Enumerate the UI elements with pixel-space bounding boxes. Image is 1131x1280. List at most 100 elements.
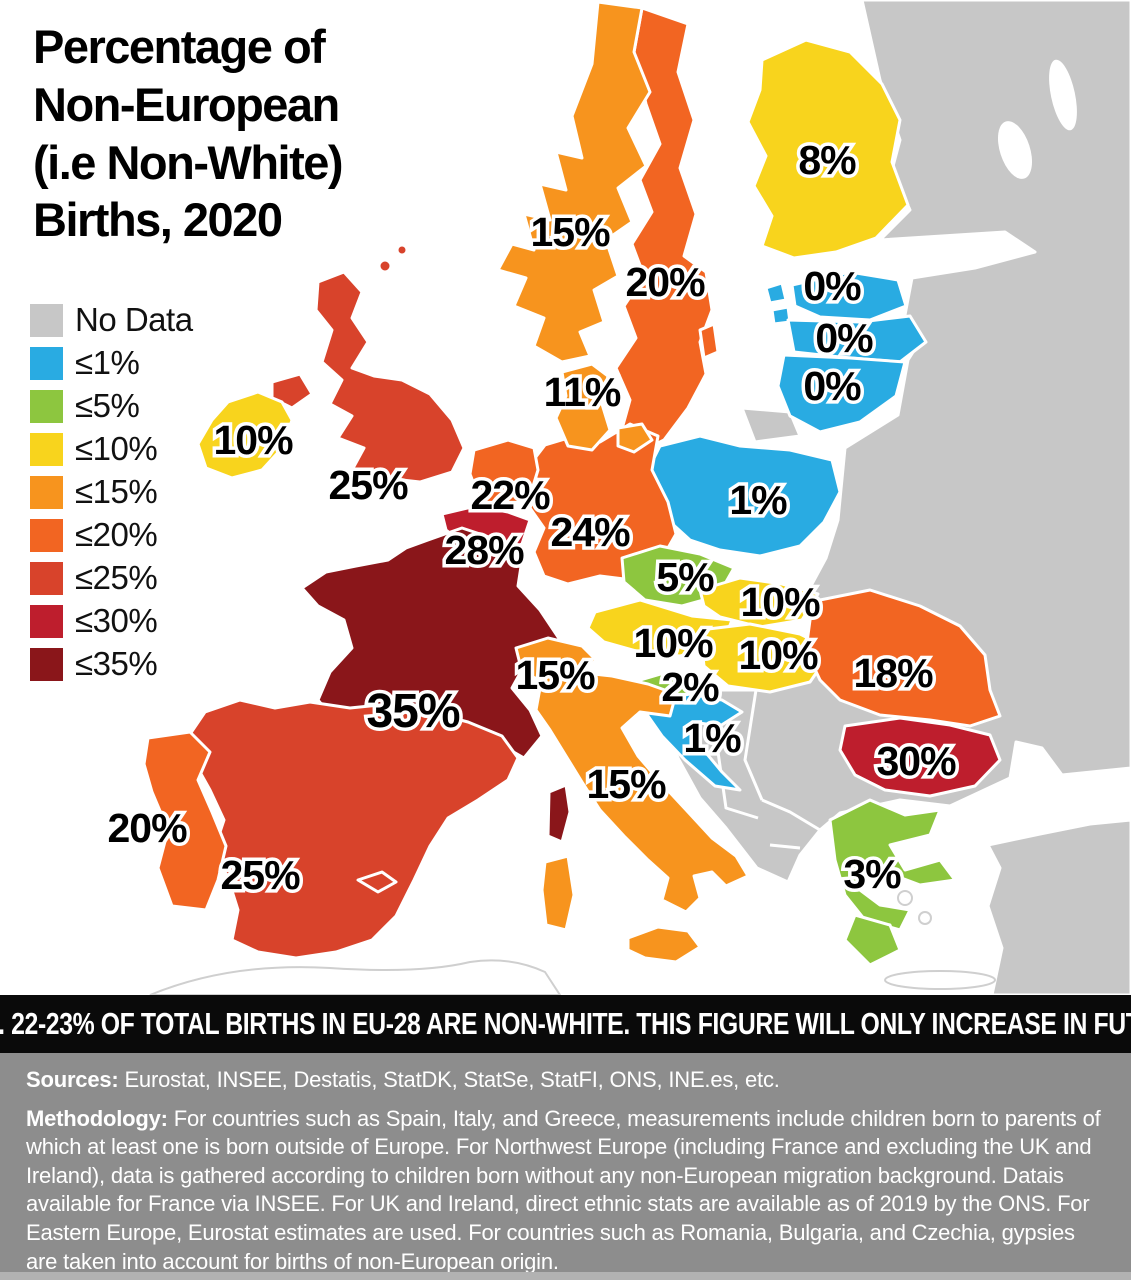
legend-row-le35: ≤35% bbox=[30, 645, 193, 682]
sources-line: Sources: Eurostat, INSEE, Destatis, Stat… bbox=[26, 1066, 1105, 1095]
lake bbox=[997, 121, 1033, 179]
legend-swatch-le1 bbox=[30, 346, 63, 380]
country-turkey bbox=[986, 818, 1131, 995]
label-france: 35% bbox=[366, 685, 459, 738]
legend-row-le30: ≤30% bbox=[30, 602, 193, 639]
island-outline bbox=[918, 911, 932, 925]
label-hungary: 10% bbox=[738, 632, 818, 678]
country-italy bbox=[534, 670, 750, 914]
page-title: Percentage of Non-European (i.e Non-Whit… bbox=[33, 18, 344, 249]
legend-swatch-le20 bbox=[30, 518, 63, 552]
country-latvia bbox=[786, 314, 928, 364]
label-denmark: 11% bbox=[544, 369, 621, 415]
label-lithuania: 0% bbox=[803, 363, 861, 409]
label-spain: 25% bbox=[220, 852, 300, 898]
label-slovenia: 2% bbox=[661, 664, 719, 710]
label-finland: 8% bbox=[798, 137, 856, 183]
legend-row-nodata: No Data bbox=[30, 301, 193, 338]
map-area: 15% 20% 8% 0% 0% 0% 11% 10% 25% 22% 28% … bbox=[30, 0, 1131, 995]
country-croatia bbox=[643, 692, 744, 792]
legend-label: ≤30% bbox=[75, 602, 158, 639]
legend-swatch-nodata bbox=[30, 303, 63, 337]
island-sicily bbox=[626, 925, 702, 964]
title-line: (i.e Non-White) bbox=[33, 135, 344, 189]
island-shetland bbox=[395, 243, 409, 257]
legend-label: ≤15% bbox=[75, 473, 158, 510]
label-romania: 18% bbox=[853, 650, 933, 696]
label-italy: 15% bbox=[586, 761, 666, 807]
country-slovakia bbox=[698, 576, 820, 629]
legend-row-le20: ≤20% bbox=[30, 516, 193, 553]
country-bulgaria bbox=[838, 716, 1002, 798]
legend-row-le10: ≤10% bbox=[30, 430, 193, 467]
label-czechia: 5% bbox=[656, 554, 714, 600]
label-belgium: 28% bbox=[444, 527, 524, 573]
label-austria: 10% bbox=[633, 620, 713, 666]
legend-swatch-le15 bbox=[30, 475, 63, 509]
country-romania bbox=[804, 588, 1002, 728]
label-greece: 3% bbox=[843, 851, 901, 897]
country-ireland bbox=[196, 390, 294, 480]
title-line: Non-European bbox=[33, 77, 340, 131]
country-netherlands bbox=[468, 438, 540, 510]
label-netherlands: 22% bbox=[470, 472, 550, 518]
country-finland bbox=[746, 38, 910, 260]
legend-row-le25: ≤25% bbox=[30, 559, 193, 596]
country-lithuania bbox=[776, 353, 907, 434]
label-estonia: 0% bbox=[803, 263, 861, 309]
label-latvia: 0% bbox=[815, 315, 873, 361]
island-orkney bbox=[377, 258, 393, 274]
bottom-strip bbox=[0, 1272, 1131, 1280]
legend-label: ≤5% bbox=[75, 387, 140, 424]
methodology-label: Methodology: bbox=[26, 1105, 168, 1131]
footer: Sources: Eurostat, INSEE, Destatis, Stat… bbox=[0, 1053, 1131, 1274]
country-estonia bbox=[790, 270, 908, 322]
legend-swatch-le5 bbox=[30, 389, 63, 423]
label-ireland: 10% bbox=[213, 417, 293, 463]
legend-swatch-le35 bbox=[30, 647, 63, 681]
legend-label: ≤10% bbox=[75, 430, 158, 467]
legend-label: ≤1% bbox=[75, 344, 140, 381]
black-sea bbox=[988, 744, 1131, 843]
island-outline bbox=[897, 890, 913, 906]
sources-text: Eurostat, INSEE, Destatis, StatDK, StatS… bbox=[118, 1067, 780, 1092]
label-germany: 24% bbox=[550, 509, 630, 555]
label-norway: 15% bbox=[530, 209, 610, 255]
country-united-kingdom bbox=[314, 270, 466, 484]
sources-label: Sources: bbox=[26, 1067, 119, 1092]
label-united-kingdom: 25% bbox=[328, 462, 408, 508]
danish-islands bbox=[616, 422, 654, 454]
crete-outline bbox=[884, 970, 996, 990]
label-switzerland: 15% bbox=[515, 652, 595, 698]
label-croatia: 1% bbox=[683, 715, 741, 761]
europe-map: 15% 20% 8% 0% 0% 0% 11% 10% 25% 22% 28% … bbox=[107, 0, 1131, 995]
legend-swatch-le25 bbox=[30, 561, 63, 595]
legend-row-le1: ≤1% bbox=[30, 344, 193, 381]
island-gotland bbox=[698, 322, 720, 360]
island-corsica bbox=[546, 783, 572, 844]
legend-row-le5: ≤5% bbox=[30, 387, 193, 424]
legend-swatch-le10 bbox=[30, 432, 63, 466]
label-bulgaria: 30% bbox=[876, 738, 956, 784]
legend-label: No Data bbox=[75, 301, 193, 338]
country-denmark bbox=[554, 362, 612, 452]
country-norway bbox=[496, 0, 652, 364]
legend-swatch-le30 bbox=[30, 604, 63, 638]
lake bbox=[1049, 59, 1077, 131]
country-hungary bbox=[698, 622, 834, 694]
title-line: Births, 2020 bbox=[33, 193, 283, 247]
balkan-border bbox=[761, 798, 821, 832]
legend: No Data ≤1% ≤5% ≤10% ≤15% ≤20% bbox=[30, 301, 193, 690]
north-africa-outline bbox=[149, 959, 562, 995]
country-northern-ireland bbox=[270, 372, 314, 410]
bottom-banner: APPX. 22-23% OF TOTAL BIRTHS IN EU-28 AR… bbox=[0, 995, 1131, 1053]
legend-label: ≤25% bbox=[75, 559, 158, 596]
legend-label: ≤20% bbox=[75, 516, 158, 553]
label-portugal: 20% bbox=[107, 805, 187, 851]
country-kaliningrad bbox=[740, 406, 802, 444]
balkan-border bbox=[769, 843, 801, 850]
country-portugal bbox=[142, 730, 228, 912]
legend-label: ≤35% bbox=[75, 645, 158, 682]
island-sardinia bbox=[540, 854, 576, 932]
